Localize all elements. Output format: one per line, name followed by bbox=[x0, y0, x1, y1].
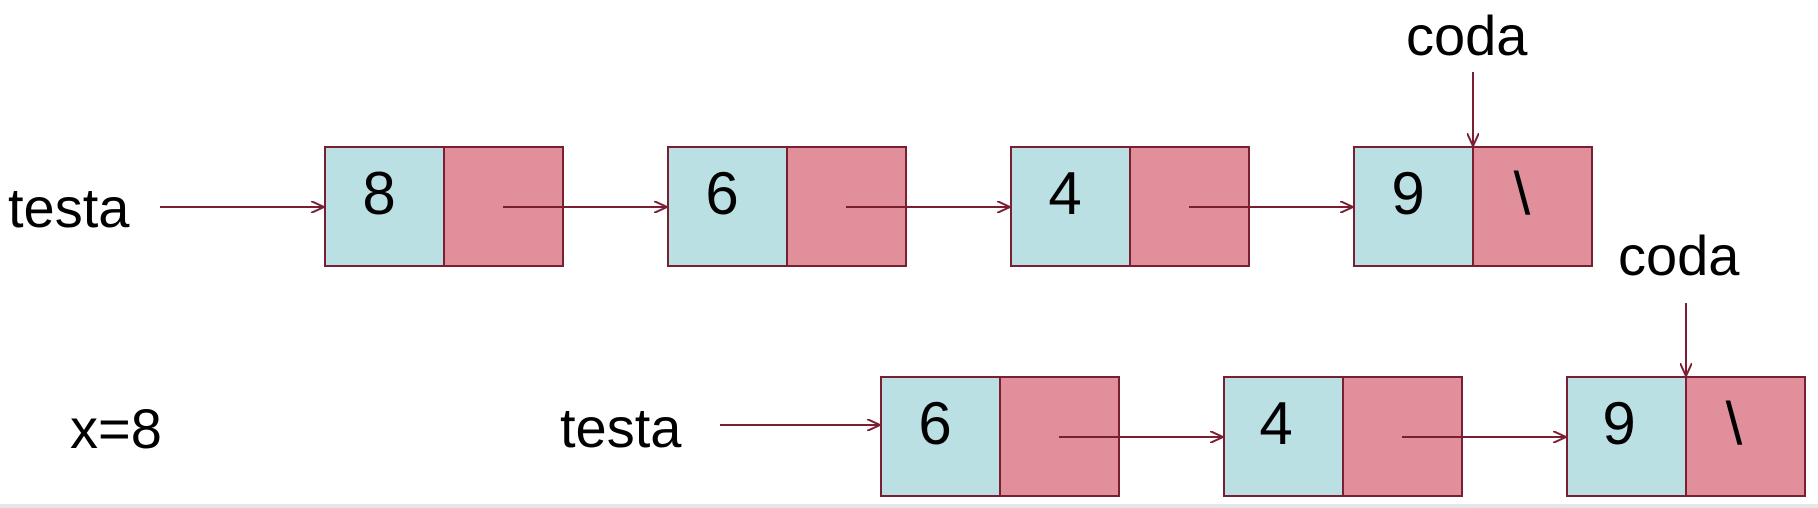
bottom-tail-label: coda bbox=[1618, 224, 1740, 287]
top-node-value-cell bbox=[1353, 146, 1474, 267]
top-head-label: testa bbox=[8, 176, 130, 239]
bottom-head-label: testa bbox=[560, 396, 682, 459]
bottom-node-value-cell bbox=[1223, 376, 1344, 497]
bottom-node: 9 \ bbox=[1566, 376, 1806, 497]
bottom-node-pointer-cell bbox=[1685, 376, 1806, 497]
top-node-next: \ bbox=[1514, 160, 1531, 227]
top-node-value-cell bbox=[667, 146, 788, 267]
top-node-value: 6 bbox=[705, 160, 738, 227]
bottom-node-value: 4 bbox=[1259, 390, 1292, 457]
bottom-node-value-cell bbox=[880, 376, 1001, 497]
top-node-value: 8 bbox=[362, 160, 395, 227]
bottom-list: x=8 testa 6 4 9 \ coda bbox=[70, 224, 1806, 497]
top-node: 9 \ bbox=[1353, 146, 1593, 267]
top-node: 6 bbox=[667, 146, 907, 267]
top-list: testa 8 6 4 9 bbox=[8, 4, 1593, 267]
bottom-node-value-cell bbox=[1566, 376, 1687, 497]
bottom-node-next: \ bbox=[1726, 390, 1743, 457]
removed-value-label: x=8 bbox=[70, 397, 162, 460]
top-node-pointer-cell bbox=[1472, 146, 1593, 267]
top-node-value: 9 bbox=[1391, 160, 1424, 227]
bottom-node-value: 6 bbox=[918, 390, 951, 457]
top-tail-label: coda bbox=[1406, 4, 1528, 67]
top-node-value-cell bbox=[1010, 146, 1131, 267]
bottom-node-value: 9 bbox=[1602, 390, 1635, 457]
top-node-value: 4 bbox=[1048, 160, 1081, 227]
bottom-divider bbox=[0, 504, 1818, 508]
top-node: 8 bbox=[324, 146, 564, 267]
bottom-node: 4 bbox=[1223, 376, 1463, 497]
